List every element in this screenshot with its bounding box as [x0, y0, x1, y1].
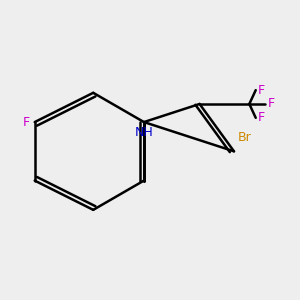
Text: F: F: [267, 98, 274, 110]
Text: F: F: [258, 84, 265, 97]
Text: F: F: [258, 111, 265, 124]
Text: F: F: [22, 116, 29, 129]
Text: NH: NH: [134, 126, 153, 139]
Text: Br: Br: [238, 131, 252, 144]
